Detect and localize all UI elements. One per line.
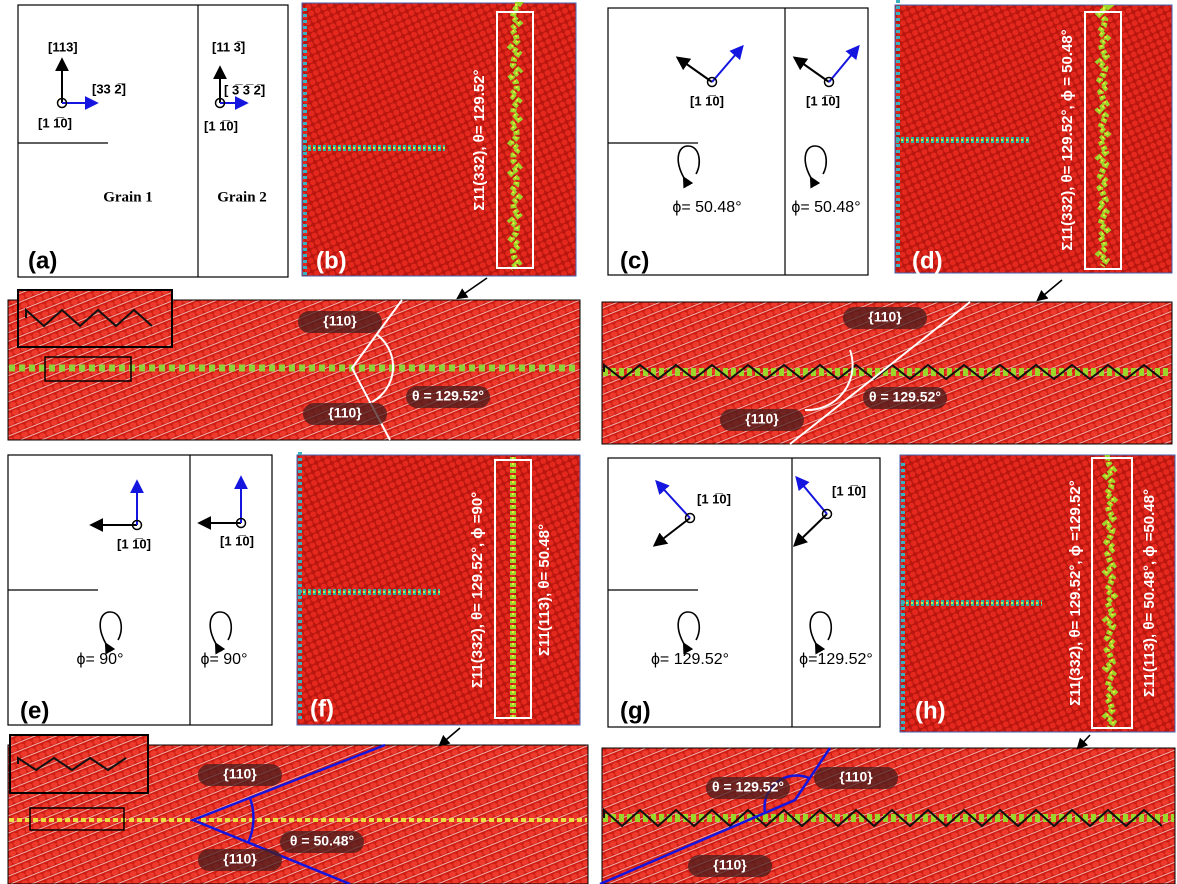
label: (b)	[316, 247, 347, 274]
atom-image	[302, 3, 576, 276]
zoom-arrow	[440, 728, 460, 745]
label: (g)	[620, 697, 651, 724]
label: ϕ= 90°	[77, 651, 124, 668]
label: (d)	[912, 247, 943, 274]
figure: [113] [33 2̅] [1 1̅0] [11 3̅] [ 3̅ 3̅ 2̅] [1 …	[0, 0, 1177, 884]
label: ϕ=129.52°	[799, 651, 873, 668]
label: {110}	[745, 411, 779, 427]
label: Grain 2	[217, 189, 267, 205]
inset	[18, 290, 172, 347]
label: ϕ= 50.48°	[672, 199, 741, 216]
label: ϕ= 90°	[201, 651, 248, 668]
label: [33 2̅]	[92, 81, 126, 96]
label: (f)	[310, 695, 334, 722]
label: {110}	[223, 851, 257, 867]
label: ϕ= 50.48°	[791, 199, 860, 216]
label: [1 1̅0]	[697, 491, 731, 506]
label: [11 3̅]	[212, 39, 245, 54]
label: {110}	[839, 769, 873, 785]
page: [113] [33 2̅] [1 1̅0] [11 3̅] [ 3̅ 3̅ 2̅] [1 …	[0, 0, 1177, 884]
label: θ = 129.52°	[869, 389, 941, 405]
label: {110}	[713, 857, 747, 873]
label: Σ11(113), θ= 50.48°	[536, 524, 553, 656]
label: (h)	[915, 697, 946, 724]
label: {110}	[868, 309, 902, 325]
label: ϕ= 129.52°	[651, 651, 729, 668]
label: [1 1̅0]	[806, 93, 840, 108]
label: θ = 129.52°	[412, 388, 484, 404]
label: {110}	[323, 313, 357, 329]
label: Σ11(113), θ= 50.48°, ϕ =50.48°	[1141, 489, 1158, 697]
label: Σ11(332), θ= 129.52°, ϕ =90°	[469, 492, 486, 688]
label: [113]	[48, 39, 78, 54]
label: [1 1̅0]	[220, 533, 254, 548]
label: (a)	[28, 247, 57, 274]
label: [1 1̅0]	[38, 115, 72, 130]
label: Σ11(332), θ= 129.52°, ϕ =129.52°	[1067, 480, 1084, 706]
zoom-arrow	[458, 278, 487, 298]
label: [1 1̅0]	[204, 118, 238, 133]
label: Σ11(332), θ= 129.52°, ϕ = 50.48°	[1059, 29, 1076, 250]
label: θ = 129.52°	[712, 779, 784, 795]
label: Σ11(332), θ= 129.52°	[471, 69, 488, 210]
label: [1 1̅0]	[832, 483, 866, 498]
label: (c)	[620, 247, 649, 274]
atom-image	[900, 455, 1175, 732]
label: {110}	[223, 766, 257, 782]
inset	[10, 735, 148, 793]
label: θ = 50.48°	[290, 833, 354, 849]
label: [ 3̅ 3̅ 2̅]	[224, 82, 265, 97]
label: [1 1̅0]	[117, 536, 151, 551]
label: Grain 1	[103, 189, 153, 205]
zoom-arrow	[1078, 735, 1090, 748]
panel-frame	[608, 8, 868, 275]
label: [1 1̅0]	[690, 93, 724, 108]
label: (e)	[20, 697, 49, 724]
label: {110}	[328, 405, 362, 421]
zoom-arrow	[1038, 280, 1062, 300]
